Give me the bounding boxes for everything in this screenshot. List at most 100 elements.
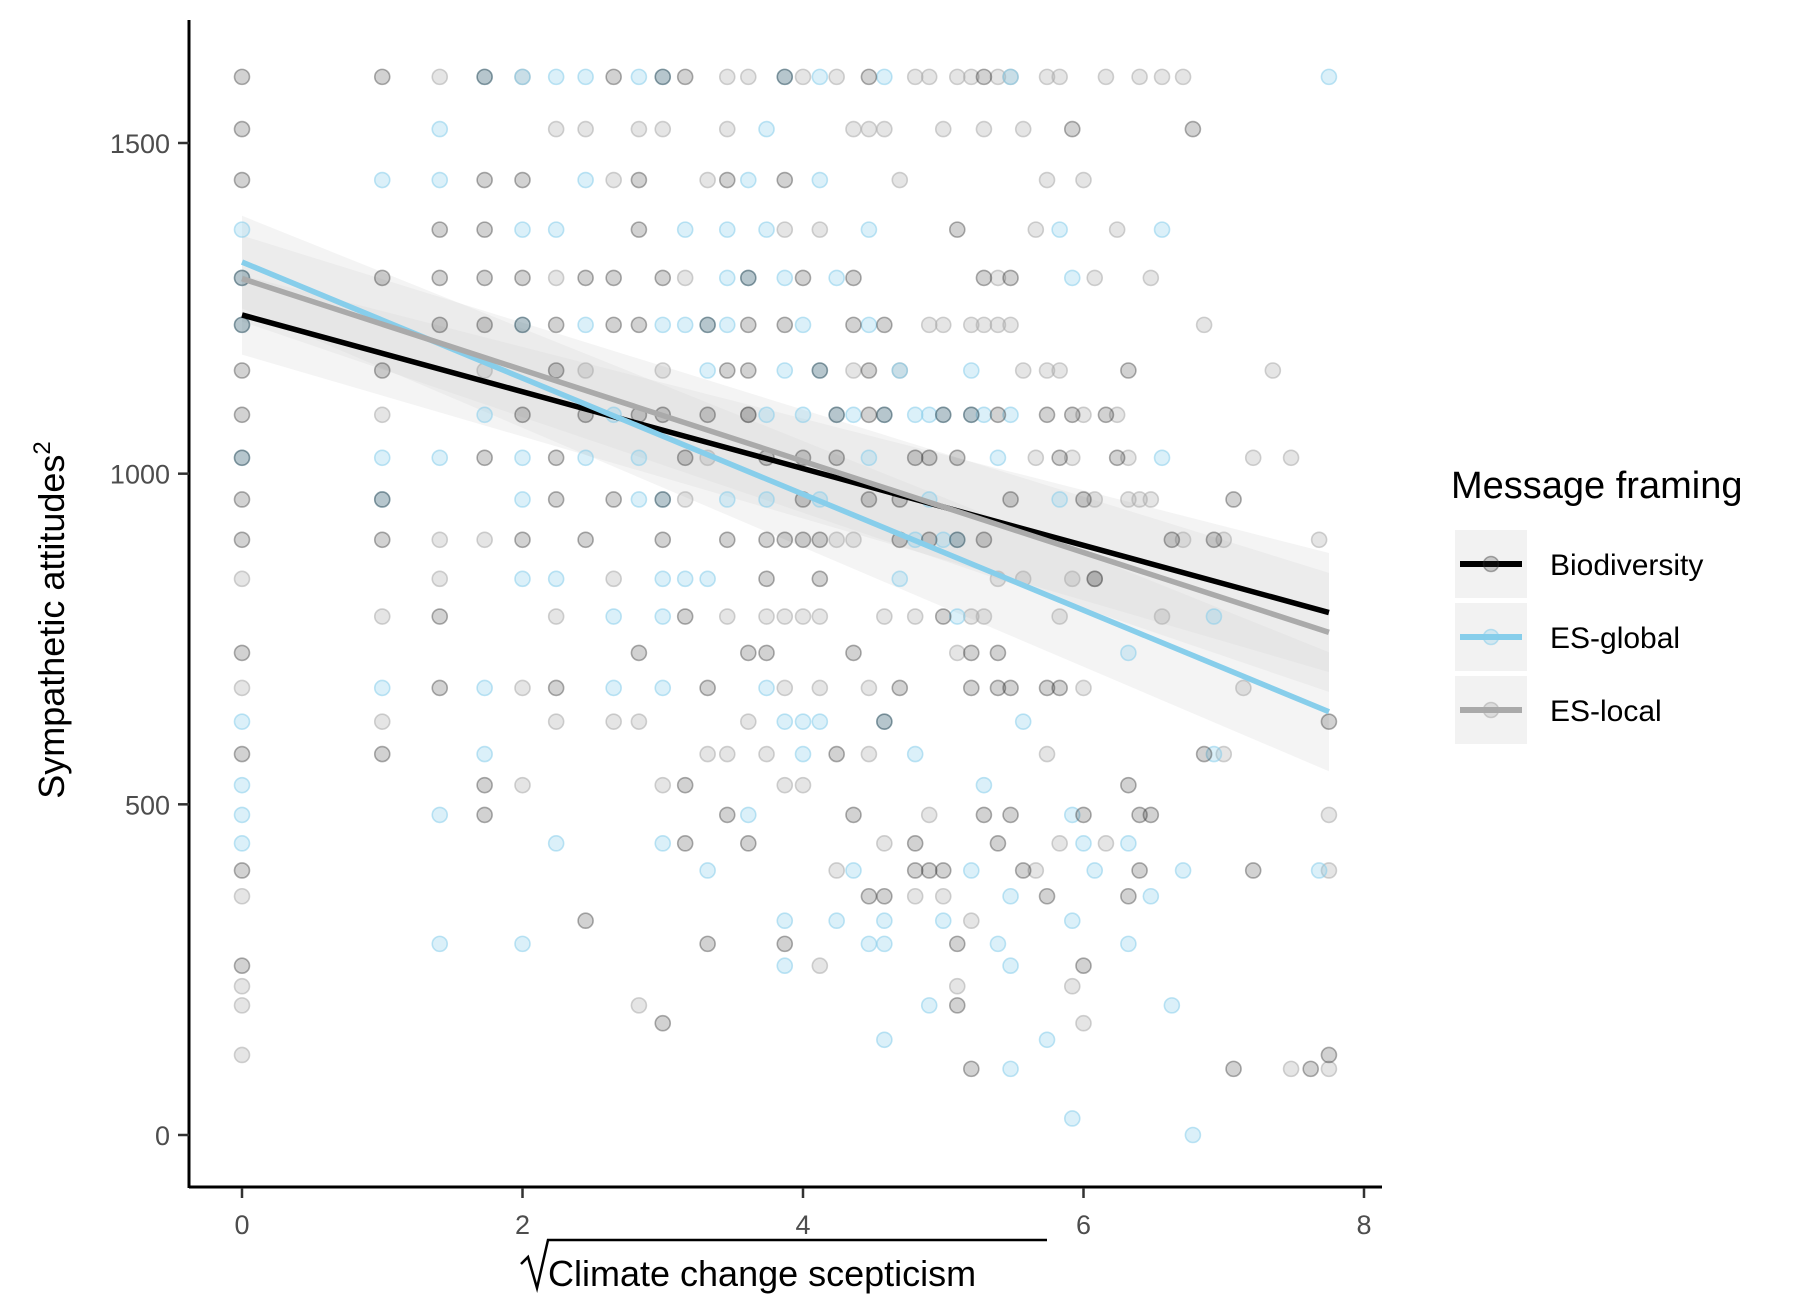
data-point-biodiversity xyxy=(1038,406,1056,424)
data-point-es-global xyxy=(1051,491,1068,508)
data-point-es-local xyxy=(845,362,862,379)
data-point-es-local xyxy=(1108,406,1126,424)
data-point-biodiversity xyxy=(948,935,966,953)
data-point-biodiversity xyxy=(876,887,893,905)
data-point-biodiversity xyxy=(860,406,878,424)
data-point-biodiversity xyxy=(699,406,716,424)
data-point-biodiversity xyxy=(577,531,594,549)
data-point-es-local xyxy=(233,997,251,1014)
data-point-es-local xyxy=(740,68,757,86)
data-point-es-global xyxy=(1120,644,1137,662)
data-point-es-global xyxy=(876,406,893,424)
data-point-biodiversity xyxy=(776,171,794,189)
data-point-biodiversity xyxy=(740,835,757,852)
data-point-es-local xyxy=(891,171,909,189)
data-point-es-global xyxy=(876,1031,893,1049)
data-point-es-global xyxy=(876,68,893,86)
data-point-biodiversity xyxy=(934,608,952,625)
data-point-biodiversity xyxy=(1195,745,1213,763)
ci-band-es-global xyxy=(242,215,1329,772)
data-point-biodiversity xyxy=(630,221,648,238)
data-point-es-global xyxy=(654,68,672,86)
svg-text:Sympathetic attitudes2: Sympathetic attitudes2 xyxy=(29,441,72,799)
data-point-biodiversity xyxy=(1002,806,1019,824)
data-point-biodiversity xyxy=(605,316,622,334)
data-point-es-global xyxy=(811,171,829,189)
data-point-es-local xyxy=(1153,608,1171,625)
data-point-es-local xyxy=(1063,977,1081,995)
data-point-es-global xyxy=(776,912,794,930)
data-point-biodiversity xyxy=(431,316,449,334)
data-point-es-local xyxy=(845,531,862,549)
data-point-es-global xyxy=(476,406,493,424)
data-point-biodiversity xyxy=(718,806,736,824)
data-point-es-local xyxy=(1038,68,1056,86)
data-point-es-global xyxy=(776,957,794,974)
data-point-biodiversity xyxy=(1075,806,1092,824)
data-point-es-global xyxy=(906,745,924,763)
data-point-es-global xyxy=(233,713,251,730)
y-tick-label: 0 xyxy=(155,1121,170,1151)
data-point-es-local xyxy=(1075,171,1092,189)
data-point-es-local xyxy=(860,745,878,763)
data-point-es-global xyxy=(1205,608,1223,625)
data-point-biodiversity xyxy=(1225,1060,1242,1078)
data-point-es-local xyxy=(1051,608,1068,625)
data-point-es-global xyxy=(962,362,980,379)
data-point-es-global xyxy=(476,679,493,697)
data-point-es-global xyxy=(676,570,694,588)
data-point-biodiversity xyxy=(845,269,862,287)
data-point-es-global xyxy=(654,316,672,334)
legend-title: Message framing xyxy=(1451,465,1742,507)
data-point-biodiversity xyxy=(828,449,845,467)
data-point-biodiversity xyxy=(948,997,966,1014)
data-point-es-local xyxy=(654,776,672,794)
data-point-es-global xyxy=(989,449,1007,467)
x-tick-label: 6 xyxy=(1076,1210,1091,1240)
x-axis-ticks: 0 2 4 6 8 xyxy=(234,1188,1372,1240)
data-point-es-local xyxy=(1002,316,1019,334)
data-point-es-local xyxy=(1195,316,1213,334)
data-point-es-local xyxy=(1235,679,1252,697)
data-point-es-local xyxy=(605,570,622,588)
data-point-es-local xyxy=(1131,491,1148,508)
data-point-es-global xyxy=(758,679,775,697)
data-point-es-global xyxy=(845,862,862,879)
data-point-es-local xyxy=(676,269,694,287)
data-point-es-local xyxy=(676,491,694,508)
fit-lines xyxy=(240,259,1330,715)
data-point-biodiversity xyxy=(776,316,794,334)
data-point-biodiversity xyxy=(1038,679,1056,697)
data-point-biodiversity xyxy=(233,120,251,138)
data-point-biodiversity xyxy=(828,406,845,424)
data-point-es-global xyxy=(1002,957,1019,974)
data-point-es-local xyxy=(758,745,775,763)
data-point-es-local xyxy=(1174,68,1192,86)
data-point-es-global xyxy=(948,531,966,549)
data-point-es-global xyxy=(1120,935,1137,953)
data-point-es-local xyxy=(989,269,1007,287)
data-point-es-global xyxy=(776,362,794,379)
data-point-es-local xyxy=(1051,835,1068,852)
data-point-es-local xyxy=(1027,862,1045,879)
data-point-es-global xyxy=(758,120,775,138)
data-point-es-local xyxy=(630,997,648,1014)
data-point-biodiversity xyxy=(920,862,938,879)
x-tick-label: 2 xyxy=(515,1210,530,1240)
data-point-es-global xyxy=(962,862,980,879)
data-point-es-global xyxy=(989,935,1007,953)
data-point-es-global xyxy=(1205,745,1223,763)
data-point-es-global xyxy=(934,406,952,424)
data-point-es-local xyxy=(776,221,794,238)
data-point-biodiversity xyxy=(776,935,794,953)
data-point-es-global xyxy=(1051,221,1068,238)
data-point-biodiversity xyxy=(547,316,565,334)
data-point-biodiversity xyxy=(654,68,672,86)
data-point-biodiversity xyxy=(860,887,878,905)
data-point-es-global xyxy=(1142,887,1160,905)
data-point-biodiversity xyxy=(740,269,757,287)
data-point-biodiversity xyxy=(934,406,952,424)
data-point-biodiversity xyxy=(654,531,672,549)
data-point-es-global xyxy=(860,935,878,953)
